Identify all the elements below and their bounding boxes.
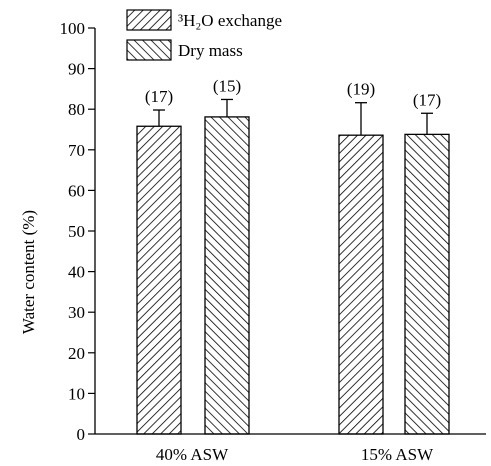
legend-label-dry-mass: Dry mass [178, 41, 243, 60]
y-tick-label: 70 [68, 141, 85, 160]
bar [136, 125, 182, 435]
y-axis-title: Water content (%) [19, 210, 38, 334]
bar [338, 134, 384, 435]
bar [404, 133, 450, 435]
bar-group: (17) (19) (15) (17) [136, 76, 450, 435]
y-tick-label: 40 [68, 263, 85, 282]
category-label-15-asw: 15% ASW [361, 445, 434, 464]
bar [204, 116, 250, 435]
y-axis-ticks: 0 10 20 30 40 50 60 70 80 90 100 [60, 19, 95, 444]
legend-label-3h2o-exchange: ³H₂O exchange [178, 11, 282, 30]
y-tick-label: 50 [68, 222, 85, 241]
legend: ³H₂O exchange Dry mass [126, 9, 282, 61]
legend-swatch-dry-mass [126, 39, 172, 61]
y-tick-label: 30 [68, 303, 85, 322]
category-label-40-asw: 40% ASW [156, 445, 229, 464]
y-tick-label: 10 [68, 384, 85, 403]
legend-swatch-3h2o-exchange [126, 9, 172, 31]
y-tick-label: 90 [68, 60, 85, 79]
sample-size-label: (17) [413, 90, 441, 109]
y-tick-label: 60 [68, 181, 85, 200]
y-tick-label: 20 [68, 344, 85, 363]
sample-size-label: (19) [347, 80, 375, 99]
y-tick-label: 100 [60, 19, 86, 38]
sample-size-label: (17) [145, 87, 173, 106]
y-tick-label: 0 [77, 425, 86, 444]
sample-size-label: (15) [213, 76, 241, 95]
y-tick-label: 80 [68, 100, 85, 119]
